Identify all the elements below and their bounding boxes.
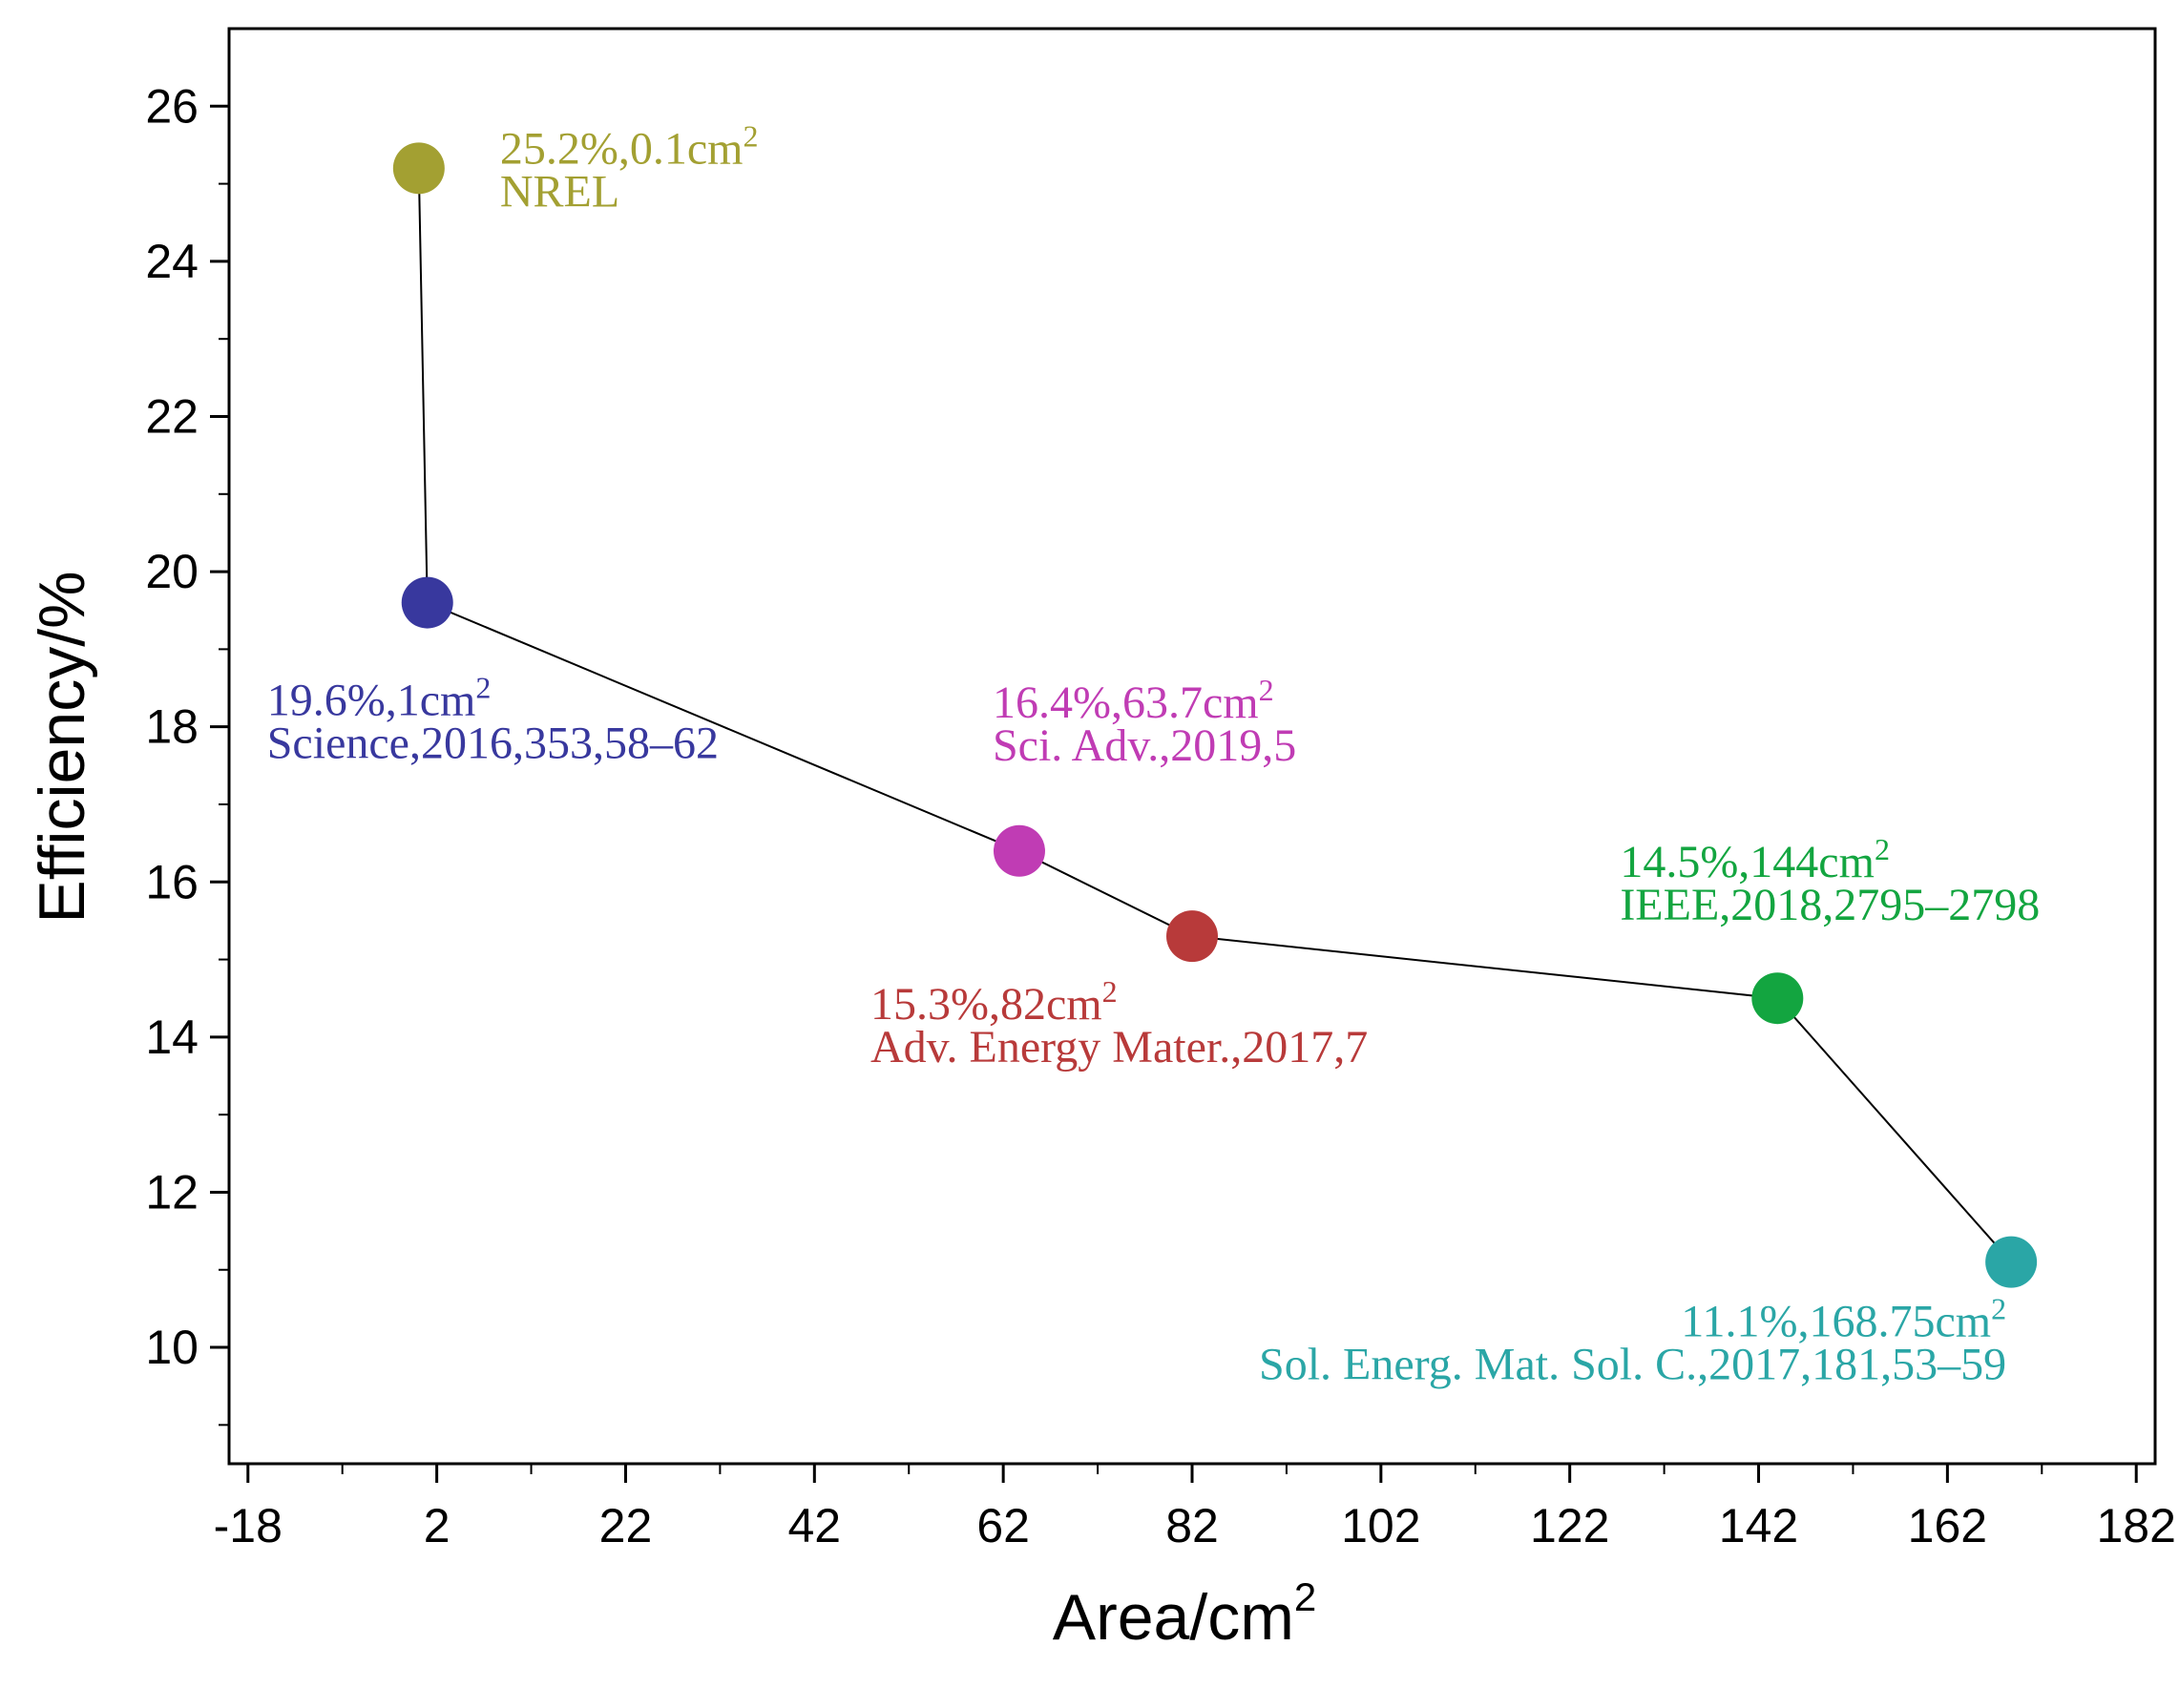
x-tick-label: 162 — [1908, 1499, 1987, 1552]
point-value-label: 25.2%,0.1cm2 — [500, 118, 759, 174]
y-axis-ticks: 10 12 14 16 18 20 22 24 26 — [145, 79, 229, 1427]
series-line — [417, 168, 2012, 1263]
point-source-label: Adv. Energy Mater.,2017,7 — [870, 1022, 1368, 1073]
point-value-label: 14.5%,144cm2 — [1620, 832, 1890, 887]
plot-frame — [227, 27, 2157, 1466]
point-source-label: Science,2016,353,58–62 — [267, 719, 719, 769]
y-tick-label: 12 — [145, 1165, 199, 1219]
x-axis-title: Area/cm2 — [1053, 1574, 1317, 1654]
x-tick-label: 2 — [424, 1499, 450, 1552]
data-point-marker — [1166, 910, 1218, 963]
data-point-marker — [993, 824, 1045, 877]
y-tick-label: 26 — [145, 79, 199, 133]
x-tick-label: 22 — [599, 1499, 653, 1552]
x-tick-label: 42 — [788, 1499, 842, 1552]
y-tick-label: 16 — [145, 855, 199, 908]
point-source-label: Sol. Energ. Mat. Sol. C.,2017,181,53–59 — [1259, 1340, 2006, 1390]
y-tick-label: 24 — [145, 235, 199, 288]
point-value-label: 15.3%,82cm2 — [870, 974, 1118, 1030]
x-tick-label: 102 — [1341, 1499, 1420, 1552]
y-tick-label: 18 — [145, 700, 199, 754]
y-axis-title: Efficiency/% — [26, 571, 98, 923]
point-source-label: IEEE,2018,2795–2798 — [1620, 880, 2040, 930]
data-point-marker — [1985, 1236, 2038, 1288]
data-point-marker — [392, 142, 445, 195]
y-tick-label: 14 — [145, 1010, 199, 1064]
x-tick-label: 142 — [1719, 1499, 1798, 1552]
point-source-label: Sci. Adv.,2019,5 — [993, 720, 1296, 771]
point-value-label: 16.4%,63.7cm2 — [993, 673, 1274, 728]
x-tick-label: -18 — [214, 1499, 283, 1552]
data-points — [392, 142, 2038, 1288]
x-tick-label: 122 — [1530, 1499, 1609, 1552]
x-tick-label: 62 — [976, 1499, 1030, 1552]
x-axis-ticks: -18 2 22 42 62 82 102 122 142 162 182 — [214, 1464, 2176, 1552]
data-point-marker — [401, 576, 453, 629]
x-tick-label: 82 — [1165, 1499, 1219, 1552]
point-value-label: 11.1%,168.75cm2 — [1681, 1292, 2006, 1347]
x-tick-label: 182 — [2096, 1499, 2175, 1552]
y-tick-label: 20 — [145, 545, 199, 598]
point-source-label: NREL — [500, 166, 619, 217]
point-value-label: 19.6%,1cm2 — [267, 671, 492, 726]
y-tick-label: 10 — [145, 1321, 199, 1374]
y-tick-label: 22 — [145, 389, 199, 443]
data-point-marker — [1751, 972, 1804, 1025]
